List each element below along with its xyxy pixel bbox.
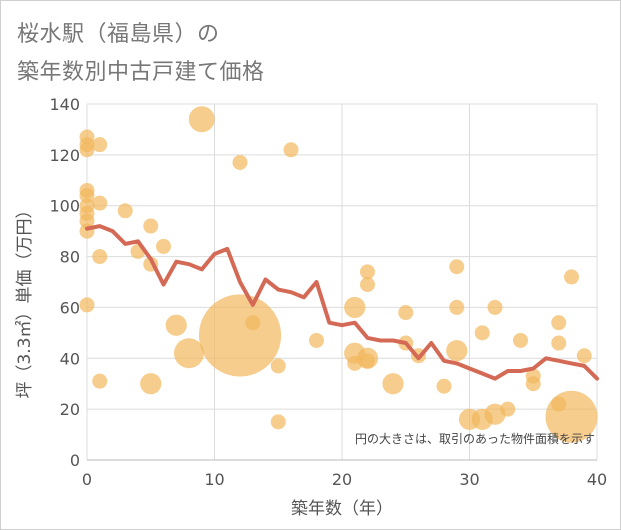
data-point xyxy=(344,296,366,319)
x-tick-label: 20 xyxy=(332,470,352,489)
data-point xyxy=(360,264,375,280)
y-tick-label: 40 xyxy=(60,349,80,368)
bubble-layer xyxy=(79,106,598,443)
data-point xyxy=(270,414,286,430)
data-point xyxy=(449,299,465,315)
data-point xyxy=(92,195,108,211)
data-point xyxy=(564,269,579,285)
data-point xyxy=(270,358,286,374)
data-point xyxy=(245,315,261,331)
data-point xyxy=(360,353,375,369)
data-point xyxy=(449,259,465,275)
x-tick-labels: 0 10 20 30 40 xyxy=(82,470,607,489)
data-point xyxy=(513,332,528,348)
y-tick-label: 140 xyxy=(49,95,80,114)
data-point xyxy=(446,340,468,362)
y-tick-labels: 0 20 40 60 80 100 120 140 xyxy=(49,95,80,470)
x-axis-title: 築年数（年） xyxy=(291,499,393,519)
data-point xyxy=(92,137,108,153)
grid-lines xyxy=(86,103,598,461)
data-point xyxy=(474,325,490,341)
chart-title-line1: 桜水駅（福島県）の xyxy=(17,22,220,47)
y-tick-label: 60 xyxy=(60,298,80,317)
data-point xyxy=(140,373,162,395)
y-tick-label: 80 xyxy=(60,248,80,267)
data-point xyxy=(487,299,503,315)
data-point xyxy=(436,378,452,394)
data-point xyxy=(165,314,187,336)
data-point xyxy=(551,335,567,351)
data-point xyxy=(360,277,375,293)
average-price-line xyxy=(85,224,599,381)
data-point xyxy=(79,142,95,158)
data-point xyxy=(117,203,133,219)
y-tick-label: 120 xyxy=(49,146,80,165)
x-tick-label: 40 xyxy=(587,470,607,489)
x-tick-label: 0 xyxy=(82,470,92,489)
data-point xyxy=(188,106,215,133)
data-point xyxy=(500,401,516,417)
data-point xyxy=(198,294,282,377)
average-line-layer xyxy=(85,224,599,381)
data-point xyxy=(156,238,171,254)
data-point xyxy=(92,249,108,265)
data-point xyxy=(398,305,414,321)
data-point xyxy=(283,142,299,158)
x-tick-label: 10 xyxy=(204,470,224,489)
data-point xyxy=(143,218,159,234)
chart-title-line2: 築年数別中古戸建て価格 xyxy=(17,60,265,85)
data-point xyxy=(525,376,541,392)
data-point xyxy=(551,396,567,412)
x-tick-label: 30 xyxy=(459,470,479,489)
data-point xyxy=(79,297,95,313)
data-point xyxy=(551,315,567,331)
data-point xyxy=(174,338,204,369)
size-note: 円の大きさは、取引のあった物件面積を示す xyxy=(355,431,595,446)
data-point xyxy=(382,373,404,395)
data-point xyxy=(576,348,592,364)
y-tick-label: 20 xyxy=(60,400,80,419)
y-tick-label: 100 xyxy=(49,197,80,216)
data-point xyxy=(309,332,324,348)
data-point xyxy=(347,355,363,371)
y-axis-title: 坪（3.3㎡）単価（万円） xyxy=(15,201,35,398)
data-point xyxy=(232,154,248,170)
y-tick-label: 0 xyxy=(70,451,80,470)
data-point xyxy=(92,373,108,389)
